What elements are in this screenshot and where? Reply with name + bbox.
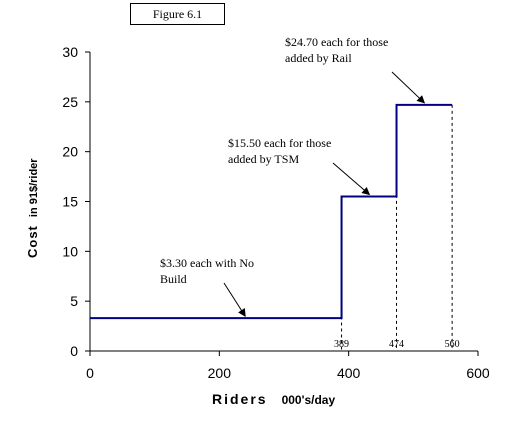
x-axis-title: Riders 000's/day <box>212 391 335 407</box>
axis-titles: Riders 000's/day Costin 91$/rider <box>25 158 335 407</box>
annotation-text: $3.30 each with No Build <box>160 256 254 286</box>
annotation-arrow <box>332 162 371 196</box>
x-tick-label: 600 <box>466 365 490 381</box>
drop-line-label: 474 <box>389 339 404 350</box>
y-tick-label: 5 <box>70 293 78 309</box>
y-tick-label: 15 <box>62 194 78 210</box>
drop-line-label: 389 <box>334 339 349 350</box>
annotation-arrow <box>391 71 426 104</box>
axes: 0 5 10 15 20 25 30 0 200 400 600 <box>62 44 489 381</box>
annotations: $3.30 each with No Build $15.50 each for t… <box>160 35 426 317</box>
x-tick-label: 400 <box>337 365 361 381</box>
drop-line-label: 560 <box>445 339 460 350</box>
y-tick-label: 0 <box>70 343 78 359</box>
annotation-arrow <box>223 282 246 317</box>
y-tick-label: 10 <box>62 243 78 259</box>
series-layer <box>90 103 453 320</box>
annotation-text: $15.50 each for those added by TSM <box>228 136 331 166</box>
cost-step-line <box>90 103 453 320</box>
y-tick-label: 25 <box>62 94 78 110</box>
y-tick-label: 30 <box>62 44 78 60</box>
y-tick-label: 20 <box>62 144 78 160</box>
x-tick-label: 0 <box>86 365 94 381</box>
annotation-text: $24.70 each for those added by Rail <box>285 35 388 65</box>
x-tick-label: 200 <box>208 365 232 381</box>
figure-label: Figure 6.1 <box>130 3 225 25</box>
y-axis-title: Costin 91$/rider <box>25 158 40 258</box>
